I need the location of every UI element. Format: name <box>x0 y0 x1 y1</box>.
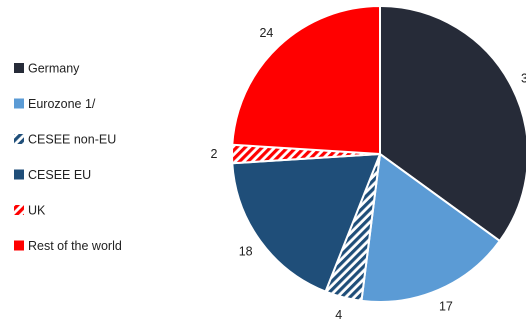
legend-item-germany: Germany <box>14 62 80 76</box>
pie-slice-eurozone-1 <box>360 153 501 303</box>
legend-label-cesee-eu: CESEE EU <box>28 168 91 182</box>
legend-label-eurozone-1: Eurozone 1/ <box>28 97 96 111</box>
legend: Germany Eurozone 1/CESEE non-EU CESEE EU UK… <box>14 62 122 253</box>
pie-slice-cesee-eu <box>231 153 381 293</box>
slice-labels: 35 17 4 18 2 24 <box>211 26 526 322</box>
legend-label-germany: Germany <box>28 62 80 76</box>
slice-value-label-cesee-non-eu: 4 <box>335 308 342 322</box>
pie-slice-germany <box>379 5 526 242</box>
legend-item-eurozone-1: Eurozone 1/ <box>14 97 96 111</box>
legend-label-rest-of-the-world: Rest of the world <box>28 239 122 253</box>
legend-swatch-cesee-eu <box>14 169 24 180</box>
pie-slice-rest-of-the-world <box>231 5 381 155</box>
legend-swatch-cesee-non-eu <box>14 134 24 144</box>
slice-value-label-rest-of-the-world: 24 <box>259 26 273 40</box>
legend-item-cesee-non-eu: CESEE non-EU <box>14 133 116 147</box>
legend-swatch-rest-of-the-world <box>14 240 24 251</box>
legend-label-cesee-non-eu: CESEE non-EU <box>28 133 116 147</box>
legend-swatch-eurozone-1 <box>14 98 24 109</box>
pie-slices <box>230 5 526 303</box>
slice-value-label-eurozone-1: 17 <box>439 299 453 313</box>
legend-swatch-uk <box>14 205 24 215</box>
legend-item-rest-of-the-world: Rest of the world <box>14 239 122 253</box>
slice-value-label-germany: 35 <box>521 72 526 86</box>
legend-label-uk: UK <box>28 204 46 218</box>
slice-value-label-cesee-eu: 18 <box>239 245 253 259</box>
slice-value-label-uk: 2 <box>211 147 218 161</box>
legend-item-cesee-eu: CESEE EU <box>14 168 91 182</box>
legend-swatch-germany <box>14 63 24 73</box>
legend-item-uk: UK <box>14 204 46 218</box>
